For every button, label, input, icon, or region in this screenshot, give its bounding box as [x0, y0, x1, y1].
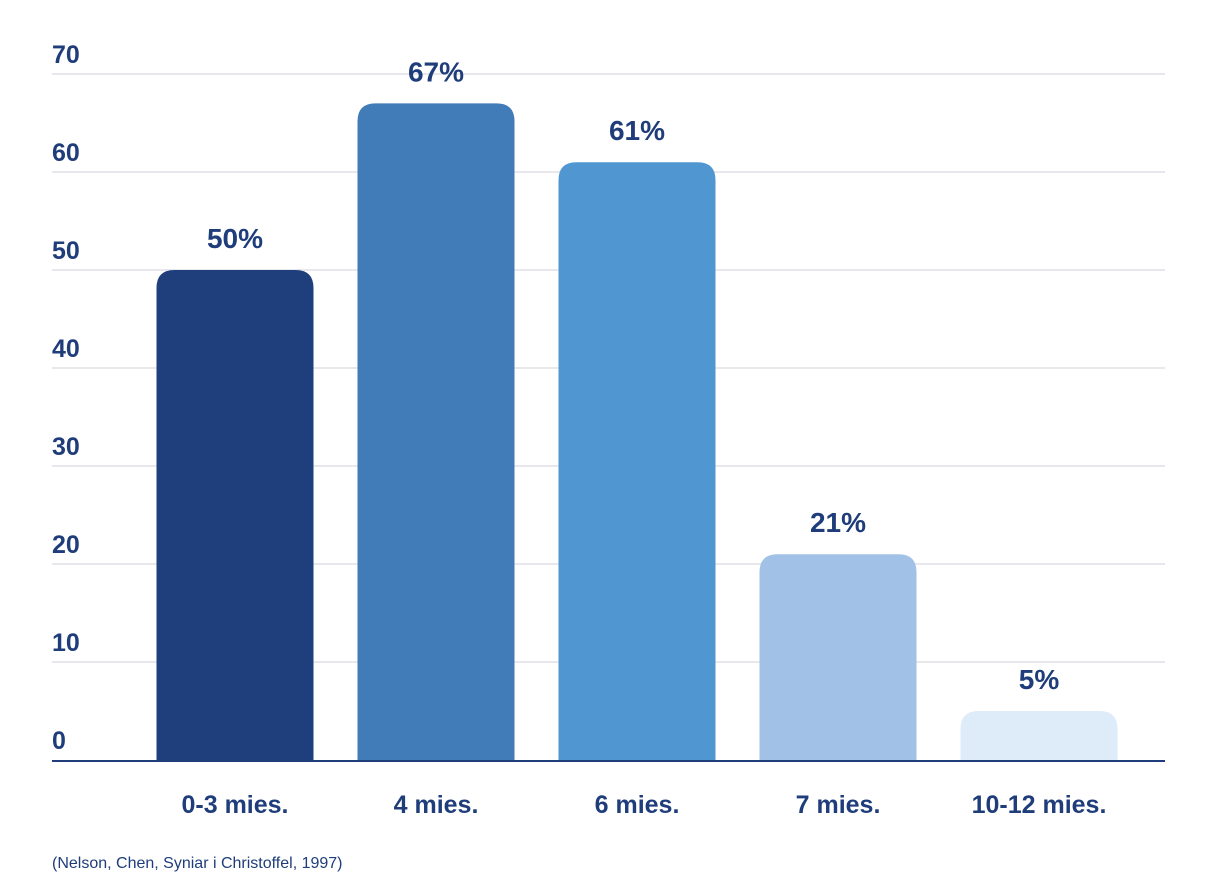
x-category-label: 7 mies. — [796, 791, 881, 819]
y-axis-ticks: 0 10 20 30 40 50 60 70 — [52, 41, 80, 755]
y-tick-label: 40 — [52, 335, 80, 363]
bar-2 — [558, 162, 716, 760]
x-category-label: 10-12 mies. — [972, 791, 1107, 819]
bar-4 — [960, 711, 1118, 760]
bar-1 — [357, 103, 515, 760]
bar-3 — [759, 554, 917, 760]
x-axis-categories: 0-3 mies. 4 mies. 6 mies. 7 mies. 10-12 mies… — [181, 791, 1106, 819]
bars — [156, 103, 1118, 760]
y-tick-label: 70 — [52, 41, 80, 69]
data-label: 5% — [1019, 664, 1060, 695]
x-category-label: 4 mies. — [394, 791, 479, 819]
source-note: (Nelson, Chen, Syniar i Christoffel, 199… — [52, 855, 343, 872]
y-tick-label: 30 — [52, 433, 80, 461]
data-label: 21% — [810, 507, 866, 538]
x-category-label: 6 mies. — [595, 791, 680, 819]
bar-0 — [156, 270, 314, 760]
y-tick-label: 60 — [52, 139, 80, 167]
x-category-label: 0-3 mies. — [181, 791, 288, 819]
y-tick-label: 50 — [52, 237, 80, 265]
data-label: 50% — [207, 223, 263, 254]
data-labels: 50% 67% 61% 21% 5% — [207, 56, 1059, 695]
y-tick-label: 20 — [52, 531, 80, 559]
y-tick-label: 10 — [52, 629, 80, 657]
data-label: 67% — [408, 56, 464, 87]
data-label: 61% — [609, 115, 665, 146]
y-tick-label: 0 — [52, 727, 66, 755]
